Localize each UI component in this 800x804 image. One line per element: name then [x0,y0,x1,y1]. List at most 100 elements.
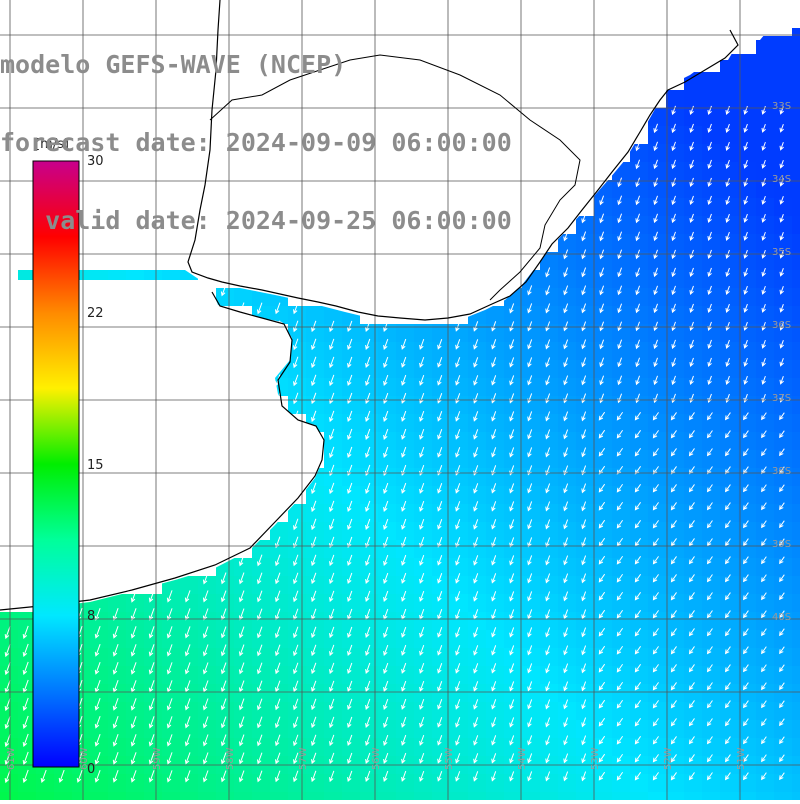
wind-arrow [383,590,389,602]
wind-arrow [581,627,587,638]
wind-arrow [22,643,29,658]
wind-arrow [527,591,533,602]
field-cell [720,594,738,612]
wind-arrow [635,357,641,368]
field-cell [126,720,144,738]
field-cell [468,738,486,756]
wind-arrow [743,267,748,277]
wind-arrow [292,680,299,693]
field-cell [666,450,684,468]
field-cell [288,522,306,540]
wind-arrow [437,429,443,440]
wind-arrow [401,698,407,710]
field-cell [450,504,468,522]
field-cell [126,684,144,702]
field-cell [666,396,684,414]
field-cell [432,486,450,504]
wind-arrow [347,770,353,783]
field-cell [720,684,738,702]
wind-arrow [202,770,209,783]
wind-arrow [347,698,353,711]
wind-arrow [706,628,713,637]
field-cell [540,270,558,288]
wind-arrow [491,483,497,494]
field-cell [468,666,486,684]
field-cell [648,486,666,504]
field-cell [648,648,666,666]
wind-arrow [76,769,83,783]
field-cell [540,288,558,306]
field-cell [144,594,162,612]
field-cell [612,270,630,288]
wind-arrow [779,718,785,727]
field-cell [648,198,666,216]
model-name-title: modelo GEFS-WAVE (NCEP) [0,50,347,79]
wind-arrow [455,501,461,512]
field-cell [594,306,612,324]
field-cell [666,252,684,270]
field-cell [612,630,630,648]
field-cell [792,198,800,216]
longitude-label: 59W [152,747,163,770]
field-cell [432,396,450,414]
field-cell [432,414,450,432]
wind-arrow [112,770,119,783]
wind-arrow [724,484,731,493]
field-cell [756,90,774,108]
wind-arrow [581,681,587,692]
field-cell [774,36,792,54]
field-cell [576,774,594,792]
field-cell [540,504,558,522]
wind-arrow [779,376,784,385]
field-cell [360,342,378,360]
field-cell [108,666,126,684]
field-cell [738,216,756,234]
colorbar-tick-30: 30 [87,154,104,169]
wind-arrow [238,716,245,729]
wind-arrow [779,502,785,511]
wind-arrow [202,680,209,693]
field-cell [414,612,432,630]
field-cell [414,594,432,612]
wind-arrow [616,519,624,529]
wind-arrow [274,644,281,657]
field-cell [90,702,108,720]
wind-arrow [652,520,659,529]
wind-arrow [779,268,784,277]
field-cell [486,486,504,504]
field-cell [504,576,522,594]
field-cell [720,468,738,486]
field-cell [540,450,558,468]
wind-arrow [329,752,335,765]
wind-arrow [706,700,713,709]
wind-arrow [112,716,119,729]
field-cell [558,576,576,594]
field-cell [522,468,540,486]
field-cell [18,630,36,648]
wind-arrow [671,321,676,332]
field-cell [0,612,18,630]
wind-arrow [4,751,11,766]
wind-arrow [598,627,606,637]
wind-arrow [617,339,623,350]
field-cell [594,324,612,342]
wind-arrow [130,590,137,603]
wind-arrow [689,195,694,206]
field-cell [666,378,684,396]
wind-arrow [670,700,677,709]
field-cell [738,342,756,360]
latitude-label: 39S [772,539,791,550]
field-cell [468,378,486,396]
wind-arrow [112,734,119,747]
field-cell [0,792,18,804]
wind-arrow [527,699,533,710]
field-cell [450,648,468,666]
field-cell [180,702,198,720]
field-cell [450,594,468,612]
field-cell [450,342,468,360]
field-cell [792,180,800,198]
field-cell [306,630,324,648]
wind-arrow [238,644,245,657]
wind-arrow [527,483,533,494]
wind-arrow [329,626,335,639]
